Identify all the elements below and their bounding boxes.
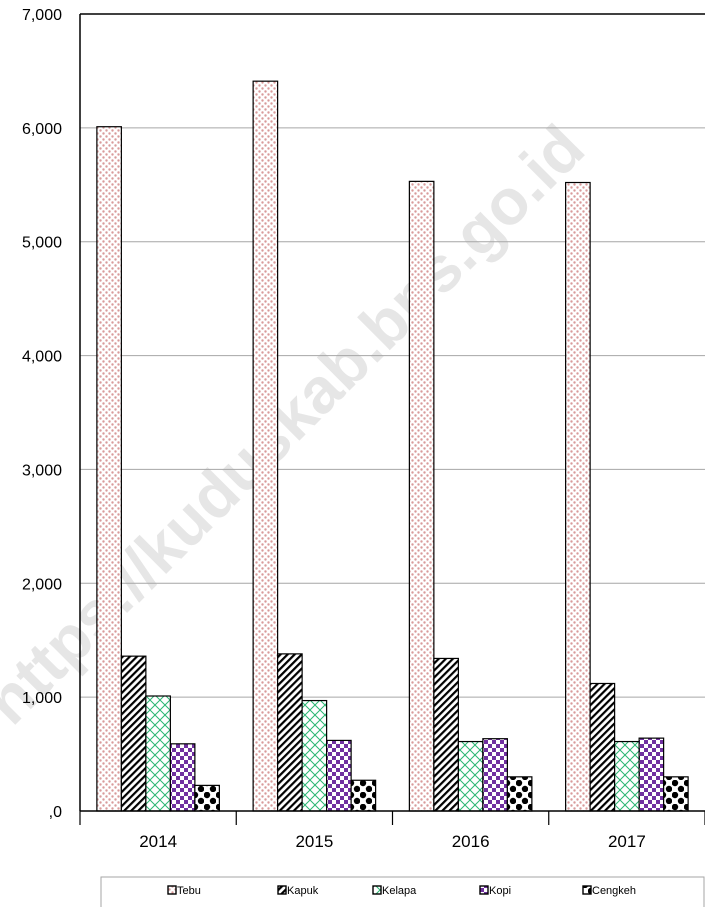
x-axis-ticks: 2014 2015 2016 2017: [139, 832, 646, 851]
bar-tebu-2014: [96, 126, 122, 812]
legend-box: [100, 876, 705, 907]
legend-swatch-tebu: [167, 885, 177, 895]
bar-kopi-2016: [482, 738, 508, 812]
bar-kelapa-2014: [145, 695, 171, 812]
legend-label-kelapa: Kelapa: [382, 885, 417, 897]
bar-tebu-2015: [252, 80, 279, 812]
y-tick-label: 6,000: [22, 121, 62, 138]
y-axis-ticks: ,0 1,000 2,000 3,000 4,000 5,000 6,000 7,000: [22, 7, 62, 821]
legend-swatch-kopi: [479, 885, 489, 895]
bar-kelapa-2017: [614, 740, 640, 812]
watermark: https://kuduskab.bps.go.id: [0, 111, 598, 738]
y-tick-label: 2,000: [22, 576, 62, 593]
legend-label-tebu: Tebu: [177, 885, 201, 897]
bar-kelapa-2015: [301, 699, 328, 812]
bar-tebu-2016: [408, 180, 435, 812]
bar-cengkeh-2016: [506, 776, 533, 812]
gridlines: [80, 13, 705, 698]
bar-kapuk-2014: [120, 655, 147, 812]
legend-swatch-cengkeh: [582, 885, 592, 895]
x-tick-label: 2015: [295, 832, 333, 851]
legend-label-kapuk: Kapuk: [287, 885, 319, 897]
y-tick-label: 4,000: [22, 349, 62, 366]
bar-kapuk-2016: [433, 657, 459, 812]
bars: [96, 80, 689, 812]
x-tick-label: 2017: [608, 832, 646, 851]
bar-kelapa-2016: [457, 740, 484, 812]
bar-cengkeh-2014: [194, 784, 220, 812]
legend-swatch-kelapa: [372, 885, 382, 895]
bar-kopi-2014: [169, 743, 196, 812]
bar-cengkeh-2015: [350, 779, 377, 812]
y-tick-label: 3,000: [22, 462, 62, 479]
y-tick-label: 1,000: [22, 690, 62, 707]
bar-kapuk-2017: [589, 682, 616, 812]
y-tick-label: 7,000: [22, 7, 62, 24]
bar-kapuk-2015: [277, 653, 303, 812]
y-tick-label: 5,000: [22, 235, 62, 252]
bar-tebu-2017: [565, 181, 591, 812]
axes: [79, 13, 705, 825]
x-tick-label: 2014: [139, 832, 177, 851]
legend-label-kopi: Kopi: [489, 885, 511, 897]
legend-swatch-kapuk: [277, 885, 287, 895]
legend: Tebu Kapuk Kelapa Kopi Cengkeh: [100, 876, 705, 907]
bar-kopi-2017: [638, 737, 665, 812]
bar-cengkeh-2017: [663, 776, 689, 812]
x-tick-label: 2016: [452, 832, 490, 851]
legend-label-cengkeh: Cengkeh: [592, 885, 636, 897]
bar-kopi-2015: [326, 739, 352, 812]
y-tick-label: ,0: [49, 804, 62, 821]
